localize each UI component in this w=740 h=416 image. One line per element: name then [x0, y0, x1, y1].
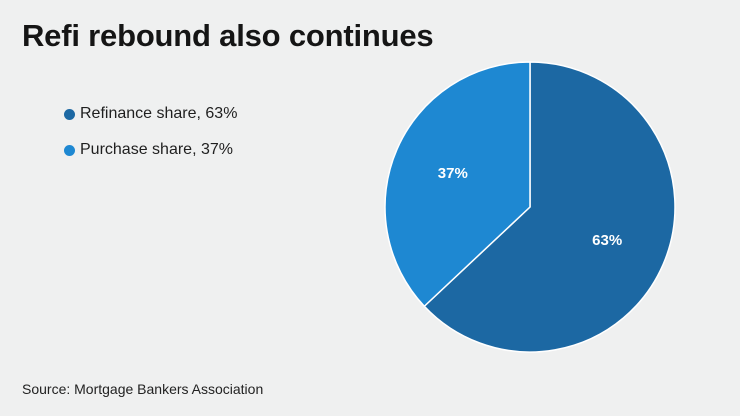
legend: Refinance share, 63% Purchase share, 37%: [64, 104, 237, 176]
pie-slice-purchase-share: [384, 61, 531, 308]
legend-item-purchase: Purchase share, 37%: [64, 140, 237, 160]
legend-label-refinance: Refinance share, 63%: [80, 105, 238, 122]
data-label-purchase-share: 37%: [438, 165, 468, 182]
legend-swatch-refinance: [64, 108, 75, 120]
data-label-refinance-share: 63%: [592, 232, 622, 249]
legend-item-refinance: Refinance share, 63%: [64, 104, 237, 124]
chart-title: Refi rebound also continues: [22, 18, 434, 53]
pie-slice-refinance-share: [423, 61, 676, 353]
legend-swatch-purchase: [64, 144, 75, 156]
source-note: Source: Mortgage Bankers Association: [22, 381, 264, 397]
legend-label-purchase: Purchase share, 37%: [80, 141, 233, 158]
